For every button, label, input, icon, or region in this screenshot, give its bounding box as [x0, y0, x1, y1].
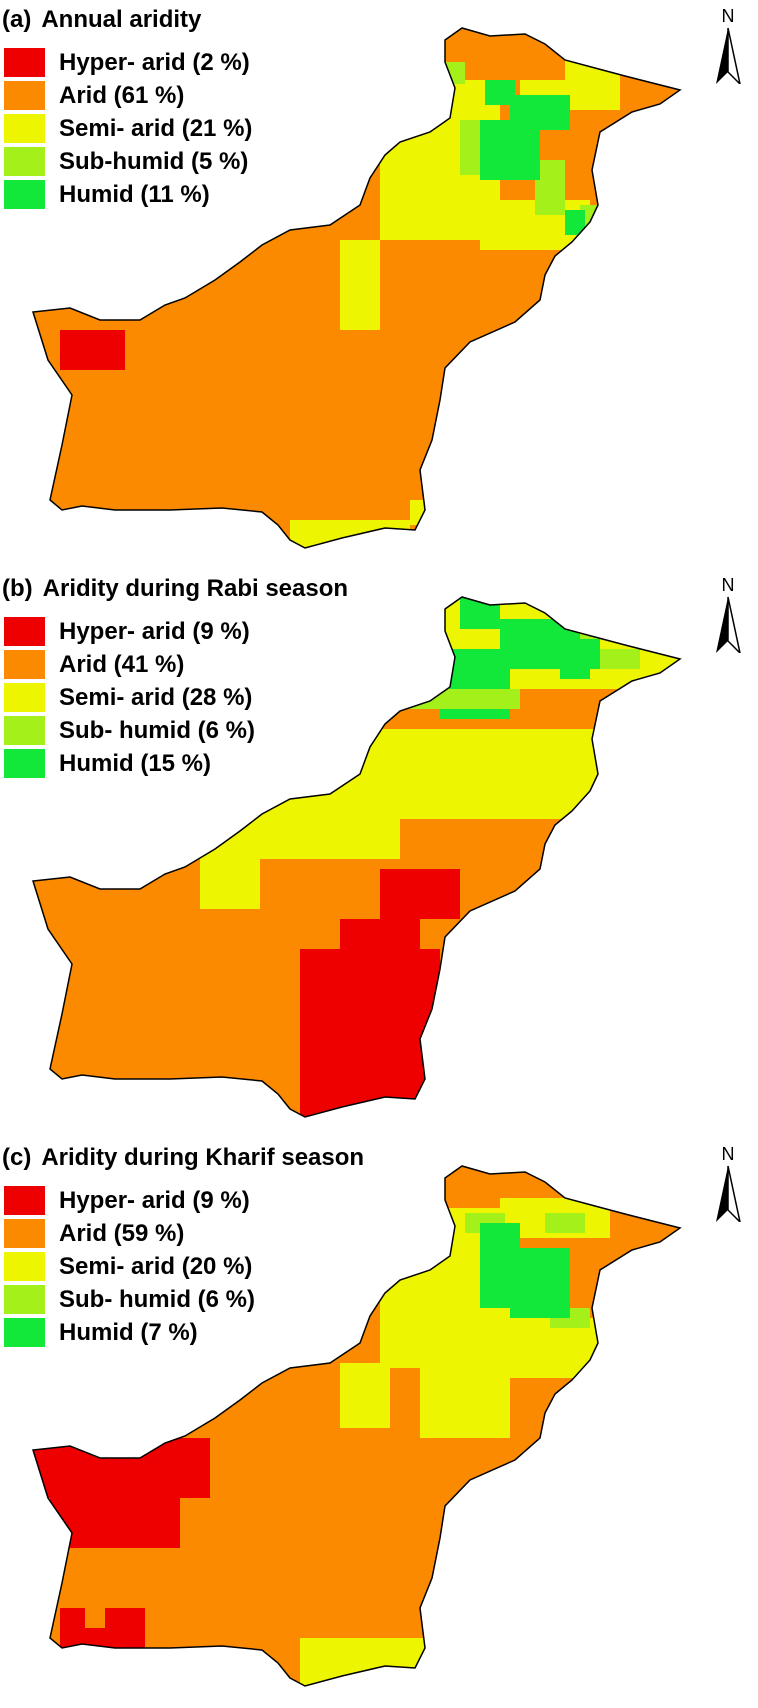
- semi-arid-zone: [200, 859, 260, 909]
- sub-humid-zone: [400, 689, 520, 709]
- hyper-arid-zone: [60, 330, 125, 370]
- legend-item-semi-arid: Semi- arid (28 %): [4, 681, 255, 714]
- humid-zone: [460, 597, 500, 629]
- legend-label: Semi- arid (20 %): [59, 1252, 253, 1280]
- panel-c: (c) Aridity during Kharif season Hyper- a…: [0, 1138, 758, 1707]
- legend-swatch: [4, 617, 45, 646]
- legend-item-hyper-arid: Hyper- arid (9 %): [4, 1184, 255, 1217]
- legend-swatch: [4, 1186, 45, 1215]
- legend-item-sub-humid: Sub- humid (6 %): [4, 714, 255, 747]
- legend-item-humid: Humid (11 %): [4, 178, 252, 211]
- panel-title-text: Aridity during Rabi season: [42, 575, 349, 602]
- semi-arid-zone: [200, 729, 620, 819]
- north-label: N: [722, 1144, 735, 1164]
- humid-zone: [480, 120, 540, 180]
- humid-zone: [510, 1248, 570, 1318]
- panel-tag: (c): [2, 1144, 32, 1171]
- legend-item-humid: Humid (7 %): [4, 1316, 255, 1349]
- legend-swatch: [4, 48, 45, 77]
- legend-item-semi-arid: Semi- arid (21 %): [4, 112, 252, 145]
- panel-title-text: Aridity during Kharif season: [41, 1144, 365, 1171]
- aridity-map: [32, 1165, 682, 1687]
- legend-item-semi-arid: Semi- arid (20 %): [4, 1250, 255, 1283]
- aridity-map: [32, 596, 682, 1118]
- semi-arid-zone: [340, 1363, 390, 1428]
- panel-title-text: Annual aridity: [41, 6, 202, 33]
- legend-swatch: [4, 81, 45, 110]
- legend-swatch: [4, 147, 45, 176]
- panel-title: (b) Aridity during Rabi season: [2, 575, 348, 603]
- legend-label: Humid (15 %): [59, 749, 212, 777]
- panel-a: (a) Annual aridity Hyper- arid (2 %) Arid…: [0, 0, 758, 569]
- legend-item-arid: Arid (59 %): [4, 1217, 255, 1250]
- country-outline: [32, 27, 682, 549]
- legend-swatch: [4, 1219, 45, 1248]
- north-label: N: [722, 6, 735, 26]
- panel-b: (b) Aridity during Rabi season Hyper- ari…: [0, 569, 758, 1138]
- arid-zone: [495, 40, 565, 80]
- humid-zone: [565, 210, 585, 235]
- country-outline: [32, 1165, 682, 1687]
- panel-tag: (b): [2, 575, 33, 602]
- semi-arid-zone: [410, 500, 440, 525]
- sub-humid-zone: [445, 62, 465, 84]
- panel-title: (c) Aridity during Kharif season: [2, 1144, 364, 1172]
- legend-swatch: [4, 716, 45, 745]
- legend-item-hyper-arid: Hyper- arid (2 %): [4, 46, 252, 79]
- hyper-arid-zone: [300, 949, 440, 1117]
- legend-swatch: [4, 1285, 45, 1314]
- hyper-arid-zone: [420, 869, 460, 889]
- legend-label: Sub- humid (6 %): [59, 1285, 255, 1313]
- legend: Hyper- arid (9 %) Arid (59 %) Semi- arid…: [4, 1184, 255, 1349]
- legend-label: Semi- arid (21 %): [59, 114, 253, 142]
- legend-label: Humid (7 %): [59, 1318, 198, 1346]
- legend: Hyper- arid (2 %) Arid (61 %) Semi- arid…: [4, 46, 252, 211]
- legend-item-sub-humid: Sub-humid (5 %): [4, 145, 252, 178]
- legend-label: Sub-humid (5 %): [59, 147, 249, 175]
- legend-swatch: [4, 683, 45, 712]
- semi-arid-zone: [340, 240, 380, 330]
- hyper-arid-zone: [50, 1498, 180, 1548]
- north-arrow-icon: N: [716, 575, 741, 653]
- semi-arid-zone: [290, 520, 410, 548]
- legend-item-hyper-arid: Hyper- arid (9 %): [4, 615, 255, 648]
- legend-label: Hyper- arid (9 %): [59, 1186, 250, 1214]
- north-label: N: [722, 575, 735, 595]
- legend-label: Semi- arid (28 %): [59, 683, 253, 711]
- legend-swatch: [4, 1318, 45, 1347]
- legend-label: Hyper- arid (9 %): [59, 617, 250, 645]
- sub-humid-zone: [600, 649, 640, 669]
- legend-label: Arid (61 %): [59, 81, 185, 109]
- aridity-map: [32, 27, 682, 549]
- legend-swatch: [4, 180, 45, 209]
- legend-label: Sub- humid (6 %): [59, 716, 255, 744]
- legend-swatch: [4, 650, 45, 679]
- country-outline: [32, 596, 682, 1118]
- panel-tag: (a): [2, 6, 32, 33]
- legend: Hyper- arid (9 %) Arid (41 %) Semi- arid…: [4, 615, 255, 780]
- north-arrow-icon: N: [716, 6, 741, 84]
- semi-arid-zone: [300, 814, 380, 859]
- semi-arid-zone: [380, 1258, 440, 1368]
- legend-item-arid: Arid (61 %): [4, 79, 252, 112]
- legend-label: Arid (59 %): [59, 1219, 185, 1247]
- sub-humid-zone: [545, 1213, 585, 1233]
- legend-item-sub-humid: Sub- humid (6 %): [4, 1283, 255, 1316]
- legend-label: Humid (11 %): [59, 180, 210, 208]
- legend-swatch: [4, 749, 45, 778]
- legend-swatch: [4, 114, 45, 143]
- legend-label: Arid (41 %): [59, 650, 185, 678]
- panel-title: (a) Annual aridity: [2, 6, 201, 34]
- legend-item-arid: Arid (41 %): [4, 648, 255, 681]
- legend-label: Hyper- arid (2 %): [59, 48, 250, 76]
- arid-zone: [85, 1608, 105, 1628]
- legend-swatch: [4, 1252, 45, 1281]
- hyper-arid-zone: [340, 919, 420, 959]
- humid-zone: [560, 649, 590, 679]
- legend-item-humid: Humid (15 %): [4, 747, 255, 780]
- north-arrow-icon: N: [716, 1144, 741, 1222]
